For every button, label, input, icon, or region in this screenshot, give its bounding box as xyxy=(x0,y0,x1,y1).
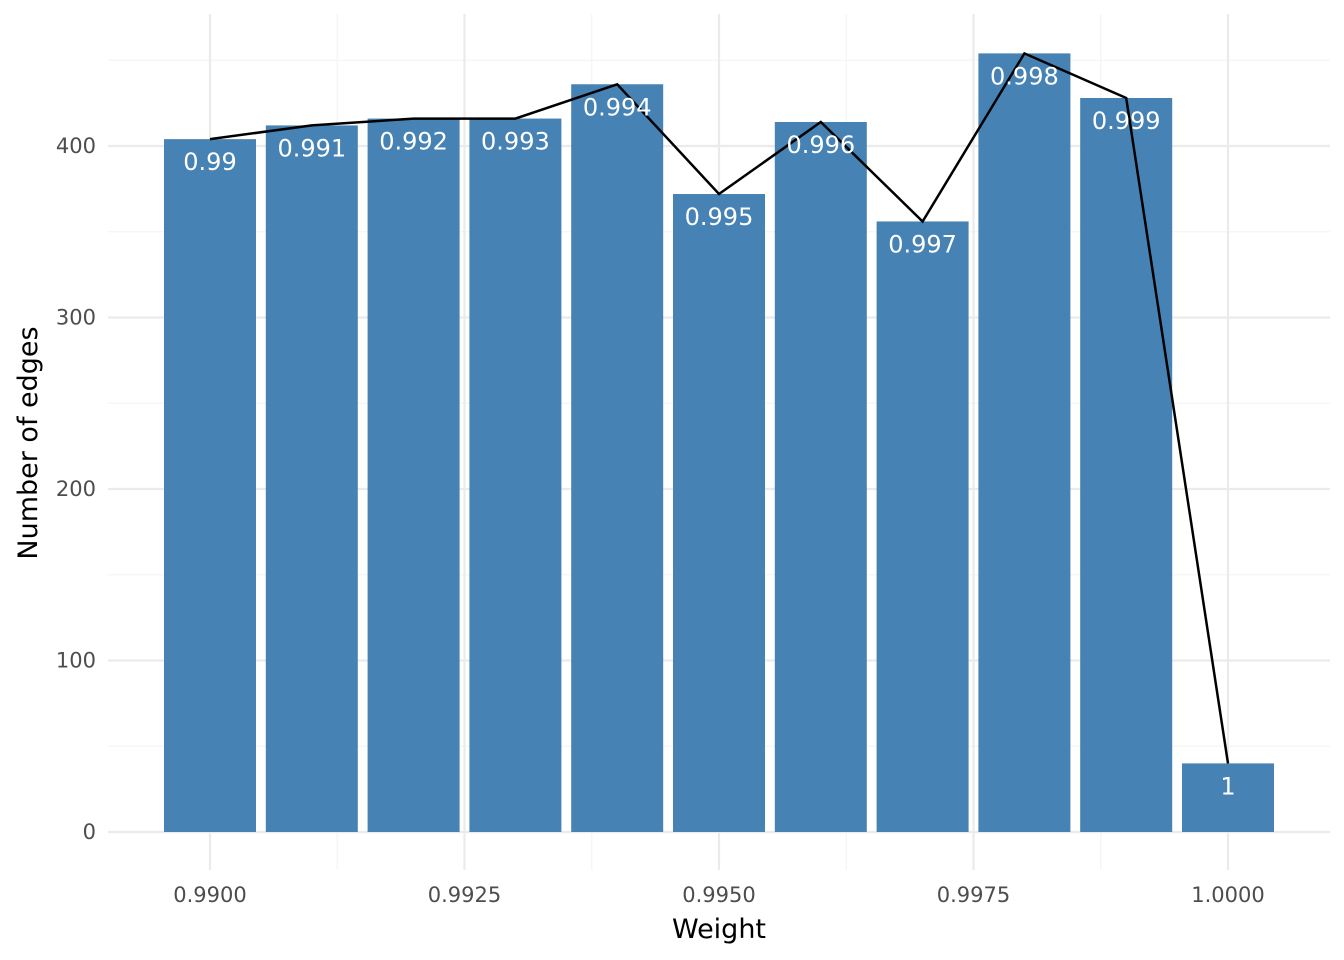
bar xyxy=(164,139,256,832)
trend-line-layer xyxy=(209,51,1230,764)
bar xyxy=(978,53,1071,832)
bar-value-label: 0.995 xyxy=(685,203,754,231)
x-tick-label: 0.9975 xyxy=(937,883,1010,907)
bar-value-label: 0.999 xyxy=(1092,107,1161,135)
y-axis-title: Number of edges xyxy=(13,326,44,559)
x-tick-label: 0.9925 xyxy=(428,883,501,907)
bar-value-label: 0.994 xyxy=(583,93,652,121)
y-tick-label: 400 xyxy=(56,134,96,158)
bar-value-label: 0.998 xyxy=(990,62,1059,90)
bar-value-label: 1 xyxy=(1220,772,1235,800)
bar xyxy=(876,221,969,832)
y-tick-label: 300 xyxy=(56,306,96,330)
bars xyxy=(164,53,1274,833)
bar-value-label: 0.996 xyxy=(786,131,855,159)
bar xyxy=(571,84,664,832)
bar xyxy=(265,125,358,833)
x-axis-title: Weight xyxy=(672,914,766,945)
bar-value-label: 0.997 xyxy=(888,230,957,258)
bar-value-label: 0.993 xyxy=(481,128,550,156)
y-tick-label: 100 xyxy=(56,649,96,673)
bar xyxy=(367,118,460,832)
bar xyxy=(673,194,765,832)
x-tick-label: 1.0000 xyxy=(1191,883,1264,907)
bar xyxy=(469,118,562,832)
bar xyxy=(1080,97,1173,833)
y-tick-label: 200 xyxy=(56,477,96,501)
y-tick-label: 0 xyxy=(83,820,96,844)
x-tick-label: 0.9950 xyxy=(682,883,755,907)
trend-line xyxy=(209,51,1230,764)
bar xyxy=(774,121,867,833)
bar-labels: 0.99 0.991 0.992 0.993 0.994 0.995 0.996 0.997 0… xyxy=(183,62,1235,800)
x-tick-label: 0.9900 xyxy=(173,883,246,907)
x-axis-ticks: 0.9900 0.9925 0.9950 0.9975 1.0000 xyxy=(173,883,1264,907)
bar-value-label: 0.992 xyxy=(379,128,448,156)
y-axis-ticks: 0 100 200 300 400 xyxy=(56,134,96,844)
bar-value-label: 0.991 xyxy=(277,134,346,162)
bar-value-label: 0.99 xyxy=(183,148,236,176)
bar xyxy=(1182,763,1274,832)
